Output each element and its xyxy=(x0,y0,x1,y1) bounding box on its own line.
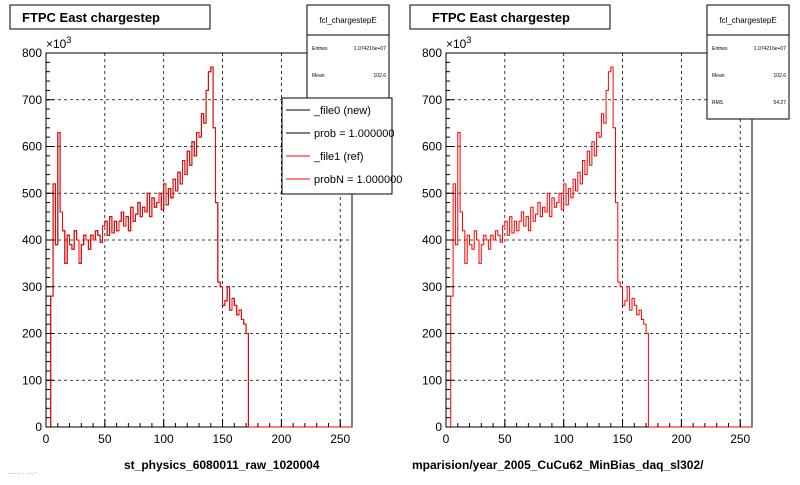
x-tick-label: 200 xyxy=(671,432,691,446)
right-stats-box: fcl_chargestepE Entries 1.074216e+07 Mea… xyxy=(706,4,790,120)
x-tick-label: 200 xyxy=(271,432,291,446)
footer-text: ....... .. .....- xyxy=(8,470,37,476)
y-tick-label: 800 xyxy=(422,46,442,60)
histogram-series-0 xyxy=(446,66,752,428)
y-tick-label: 800 xyxy=(22,46,42,60)
y-tick-label: 200 xyxy=(422,327,442,341)
left-stats-mean-value: 102.6 xyxy=(373,73,386,79)
x-tick-label: 0 xyxy=(43,432,50,446)
right-y-exponent: ×103 xyxy=(446,35,471,51)
histogram-series-1 xyxy=(46,66,352,428)
y-tick-label: 700 xyxy=(422,93,442,107)
y-tick-label: 400 xyxy=(22,233,42,247)
right-stats-entries-value: 1.074216e+07 xyxy=(754,46,786,52)
y-tick-label: 0 xyxy=(435,420,442,434)
y-tick-label: 700 xyxy=(22,93,42,107)
y-tick-label: 500 xyxy=(22,186,42,200)
right-stats-rms-label: RMS xyxy=(712,100,724,106)
x-tick-label: 150 xyxy=(613,432,633,446)
left-ticks: 0 50 100 150 200 250 0 100 200 300 400 500 600 700 800 xyxy=(22,46,353,446)
left-x-axis-title: st_physics_6080011_raw_1020004 xyxy=(124,458,320,472)
y-tick-label: 100 xyxy=(422,373,442,387)
left-stats-mean-label: Mean xyxy=(312,73,325,79)
y-tick-label: 400 xyxy=(422,233,442,247)
y-tick-label: 0 xyxy=(35,420,42,434)
right-x-axis-title: mparision/year_2005_CuCu62_MinBias_daq_s… xyxy=(412,458,704,472)
y-tick-label: 300 xyxy=(422,280,442,294)
y-tick-label: 500 xyxy=(422,186,442,200)
y-tick-label: 200 xyxy=(22,327,42,341)
right-panel: 0 50 100 150 200 250 0 100 200 300 400 500 600 700 800… xyxy=(409,4,790,472)
right-stats-mean-label: Mean xyxy=(712,73,725,79)
right-title: FTPC East chargestep xyxy=(432,10,570,25)
right-stats-mean-value: 102.6 xyxy=(773,73,786,79)
y-tick-label: 300 xyxy=(22,280,42,294)
left-stats-box: fcl_chargestepE Entries 1.074216e+07 Mea… xyxy=(306,4,390,112)
right-title-box: FTPC East chargestep xyxy=(409,4,611,30)
x-tick-label: 50 xyxy=(498,432,512,446)
y-tick-label: 600 xyxy=(22,140,42,154)
y-tick-label: 600 xyxy=(422,140,442,154)
right-series xyxy=(446,66,752,428)
right-stats-rms-value: 54.27 xyxy=(773,100,786,106)
legend-entry-new: _file0 (new) xyxy=(313,105,371,117)
x-tick-label: 100 xyxy=(154,432,174,446)
right-ticks: 0 50 100 150 200 250 0 100 200 300 400 500 600 700 800 xyxy=(422,46,753,446)
left-stats-entries-value: 1.074216e+07 xyxy=(354,46,386,52)
x-tick-label: 50 xyxy=(98,432,112,446)
legend-entry-probN: probN = 1.000000 xyxy=(314,174,402,186)
left-title-box: FTPC East chargestep xyxy=(9,4,211,30)
left-panel: 0 50 100 150 200 250 0 100 200 300 400 500 600 700 800… xyxy=(9,4,402,472)
left-title: FTPC East chargestep xyxy=(22,10,160,25)
legend-entry-ref: _file1 (ref) xyxy=(313,151,364,163)
x-tick-label: 250 xyxy=(730,432,750,446)
x-tick-label: 150 xyxy=(213,432,233,446)
right-stats-entries-label: Entries xyxy=(712,46,728,52)
left-y-exponent: ×103 xyxy=(46,35,71,51)
x-tick-label: 250 xyxy=(330,432,350,446)
legend-entry-prob: prob = 1.000000 xyxy=(314,128,394,140)
left-stats-name: fcl_chargestepE xyxy=(319,16,376,25)
x-tick-label: 0 xyxy=(443,432,450,446)
right-stats-name: fcl_chargestepE xyxy=(719,16,776,25)
left-series xyxy=(46,66,352,428)
y-tick-label: 100 xyxy=(22,373,42,387)
left-legend-box: _file0 (new) prob = 1.000000 _file1 (ref… xyxy=(281,97,402,195)
x-tick-label: 100 xyxy=(554,432,574,446)
left-stats-entries-label: Entries xyxy=(312,46,328,52)
